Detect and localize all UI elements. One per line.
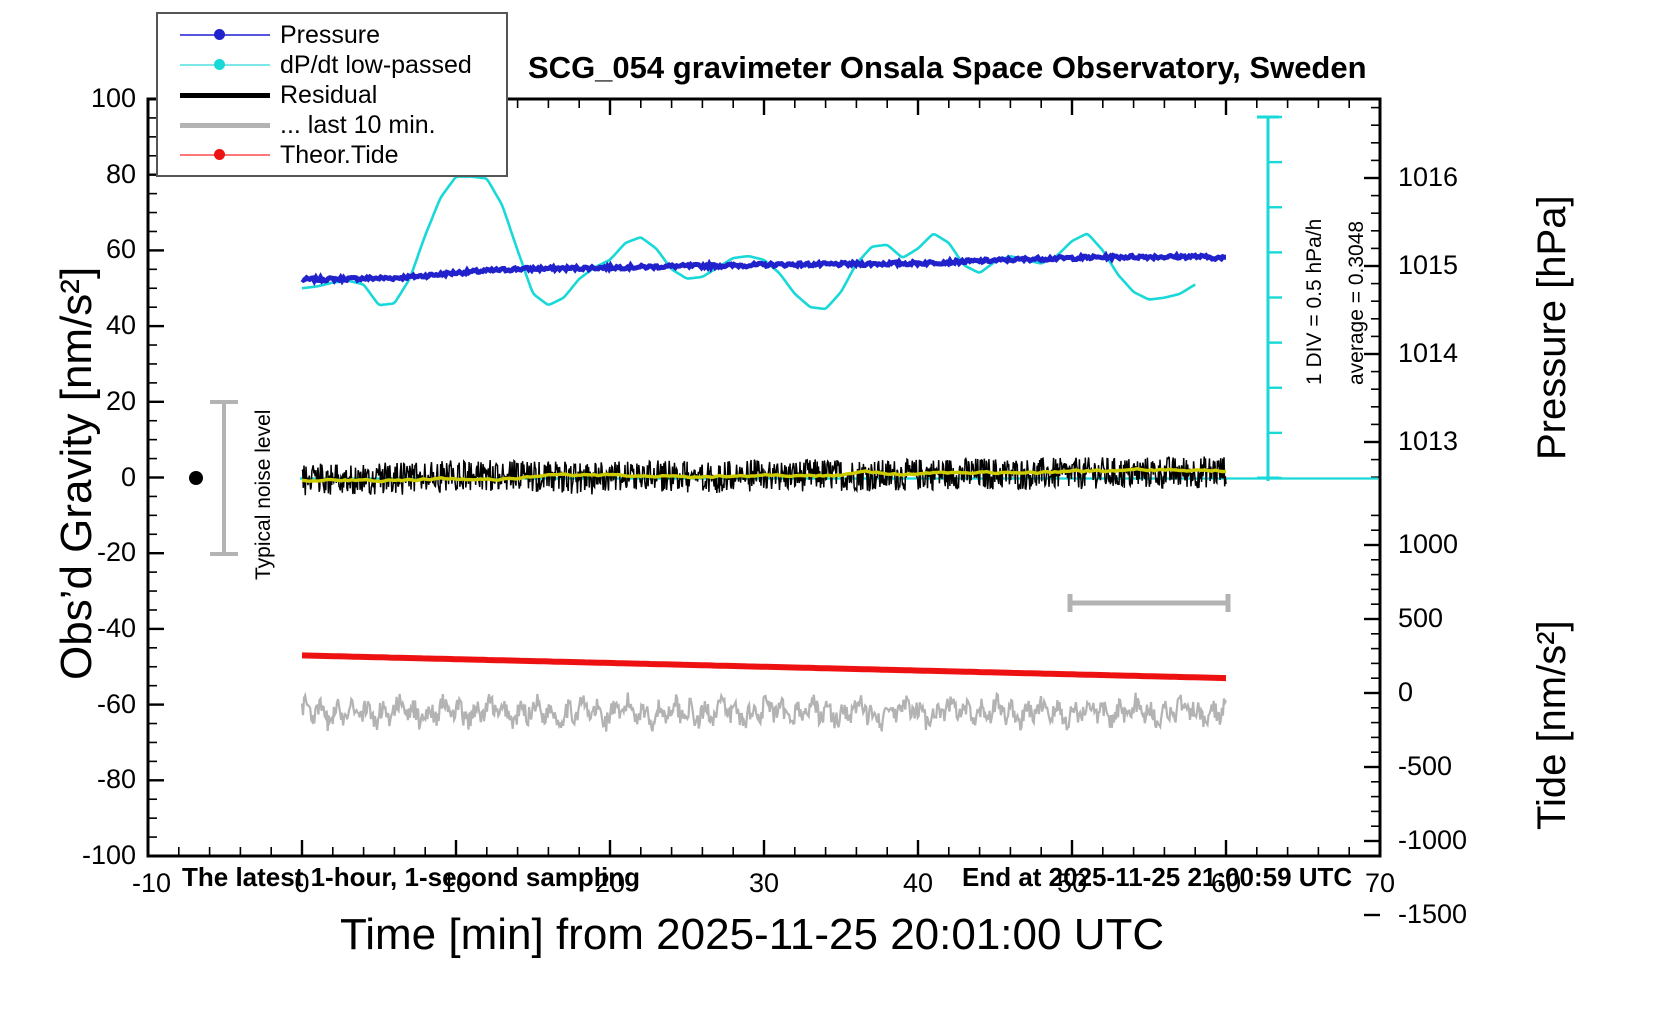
- typical-noise-level-point: [189, 471, 203, 485]
- series-residual-smoothed: [301, 466, 1227, 484]
- pressure-tick-label: 1016: [1398, 162, 1459, 192]
- tide-tick-label: -500: [1398, 751, 1453, 781]
- legend-item-last10min: ... last 10 min.: [158, 110, 506, 140]
- last-10min-span-bar: [1067, 594, 1231, 612]
- tide-tick-label: -1500: [1398, 899, 1468, 929]
- legend-item-theortide: Theor.Tide: [158, 140, 506, 170]
- tide-tick-label: 0: [1398, 677, 1414, 707]
- tide-tick-label: 500: [1398, 603, 1444, 633]
- legend-line-marker-icon: [158, 20, 280, 50]
- y-tick-label: -60: [96, 688, 136, 719]
- legend-label: Theor.Tide: [280, 141, 399, 169]
- legend-label: ... last 10 min.: [280, 111, 436, 139]
- legend-item-pressure: Pressure: [158, 20, 506, 50]
- y-tick-label: -100: [81, 840, 136, 870]
- x-tick-label: 40: [902, 868, 934, 898]
- series-theor-tide: [301, 652, 1227, 682]
- legend: Pressure dP/dt low-passed Residual ... l…: [156, 12, 508, 177]
- y-tick-label: -40: [96, 612, 136, 643]
- series-residual: [301, 456, 1227, 496]
- typical-noise-level-label: Typical noise level: [252, 409, 275, 580]
- series-last-10-min: [300, 691, 1227, 732]
- tide-tick-label: -1000: [1398, 825, 1468, 855]
- legend-item-dpdt: dP/dt low-passed: [158, 50, 506, 80]
- x-axis-title: Time [min] from 2025-11-25 20:01:00 UTC: [340, 910, 1165, 959]
- pressure-tick-label: 1013: [1398, 426, 1459, 456]
- x-tick-label: 20: [594, 868, 626, 898]
- pressure-rate-scale-bar: [1257, 115, 1282, 481]
- y-axis-right-top-title: Pressure [hPa]: [1530, 195, 1574, 460]
- x-tick-label: 30: [748, 868, 780, 898]
- legend-line-icon: [158, 80, 280, 110]
- footer-right-note: End at 2025-11-25 21:00:59 UTC: [962, 862, 1353, 892]
- x-tick-label: 60: [1210, 868, 1242, 898]
- y-tick-label: -20: [96, 537, 136, 568]
- x-tick-label: -10: [132, 868, 172, 898]
- y-axis-right-bottom-title: Tide [nm/s²]: [1530, 620, 1574, 830]
- y-tick-label: 100: [90, 83, 136, 113]
- pressure-tick-label: 1015: [1398, 250, 1459, 280]
- legend-line-icon: [158, 110, 280, 140]
- y-tick-label: 20: [105, 385, 136, 416]
- x-tick-label: 0: [294, 868, 310, 898]
- page-title: SCG_054 gravimeter Onsala Space Observat…: [528, 50, 1367, 85]
- x-tick-label: 10: [440, 868, 472, 898]
- y-tick-label: -80: [96, 764, 136, 795]
- y-tick-label: 60: [105, 234, 136, 265]
- series-pressure: [300, 250, 1226, 287]
- x-tick-label: 70: [1364, 868, 1396, 898]
- y-axis-left-ticks: [148, 97, 164, 858]
- x-tick-label: 50: [1056, 868, 1088, 898]
- tide-tick-label: 1000: [1398, 529, 1459, 559]
- y-tick-label: 40: [105, 310, 136, 341]
- legend-line-marker-icon: [158, 140, 280, 170]
- series-dpdt-lowpassed: [301, 175, 1196, 311]
- legend-label: Pressure: [280, 21, 381, 49]
- legend-line-marker-icon: [158, 50, 280, 80]
- y-tick-label: 0: [120, 461, 136, 492]
- legend-label: dP/dt low-passed: [280, 51, 472, 79]
- y-axis-right-ticks: [1364, 106, 1380, 917]
- scale-div-label: 1 DIV = 0.5 hPa/h: [1303, 218, 1326, 385]
- legend-item-residual: Residual: [158, 80, 506, 110]
- footer-left-note: The latest 1-hour, 1-second sampling: [182, 862, 640, 892]
- scale-average-label: average = 0.3048: [1345, 220, 1368, 385]
- typical-noise-level-errorbar: [210, 400, 238, 556]
- y-tick-label: 80: [105, 158, 136, 189]
- legend-label: Residual: [280, 81, 378, 109]
- pressure-tick-label: 1014: [1398, 338, 1459, 368]
